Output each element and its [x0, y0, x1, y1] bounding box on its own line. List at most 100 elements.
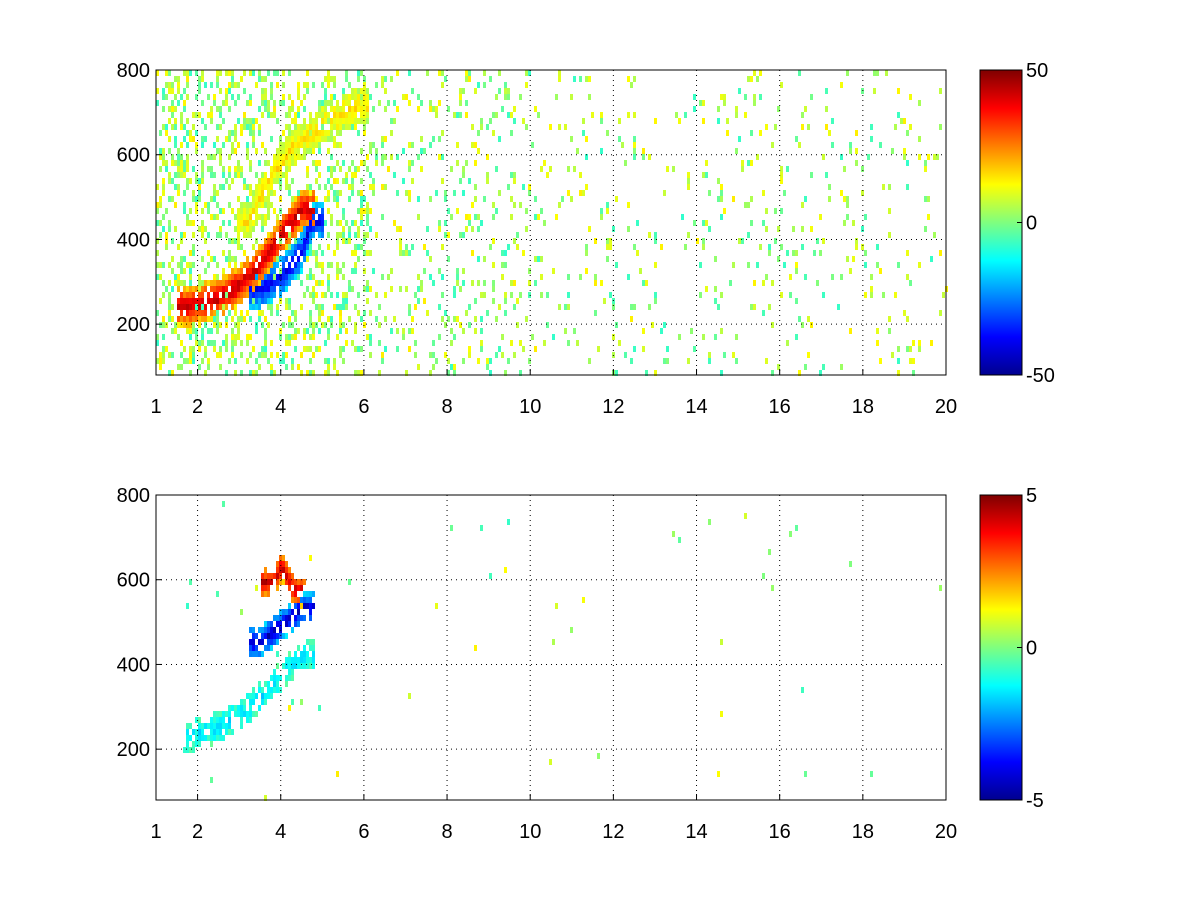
heatmap-cell: [534, 256, 537, 262]
heatmap-cell: [243, 118, 246, 124]
heatmap-cell: [288, 675, 291, 681]
heatmap-cell: [288, 585, 291, 591]
heatmap-cell: [297, 364, 300, 370]
heatmap-cell: [273, 256, 276, 262]
heatmap-cell: [870, 292, 873, 298]
heatmap-cell: [474, 142, 477, 148]
heatmap-cell: [216, 76, 219, 82]
heatmap-cell: [309, 196, 312, 202]
heatmap-cell: [420, 136, 423, 142]
heatmap-cell: [252, 190, 255, 196]
heatmap-cell: [906, 346, 909, 352]
heatmap-cell: [849, 268, 852, 274]
heatmap-cell: [189, 286, 192, 292]
heatmap-cell: [282, 280, 285, 286]
heatmap-cell: [261, 184, 264, 190]
heatmap-cell: [207, 112, 210, 118]
heatmap-cell: [345, 100, 348, 106]
heatmap-cell: [171, 82, 174, 88]
heatmap-cell: [870, 771, 873, 777]
colorbar-tick-label: 50: [1026, 60, 1048, 82]
heatmap-cell: [402, 334, 405, 340]
heatmap-cell: [273, 615, 276, 621]
heatmap-cell: [549, 166, 552, 172]
heatmap-cell: [234, 274, 237, 280]
heatmap-cell: [339, 316, 342, 322]
heatmap-cell: [189, 723, 192, 729]
heatmap-cell: [210, 729, 213, 735]
heatmap-cell: [282, 633, 285, 639]
heatmap-cell: [909, 346, 912, 352]
heatmap-cell: [228, 166, 231, 172]
heatmap-cell: [300, 657, 303, 663]
heatmap-cell: [612, 304, 615, 310]
heatmap-cell: [306, 274, 309, 280]
heatmap-cell: [315, 166, 318, 172]
heatmap-cell: [321, 202, 324, 208]
heatmap-cell: [480, 118, 483, 124]
heatmap-cell: [633, 76, 636, 82]
heatmap-cell: [270, 687, 273, 693]
heatmap-cell: [168, 172, 171, 178]
heatmap-cell: [309, 226, 312, 232]
heatmap-cell: [384, 346, 387, 352]
heatmap-cell: [369, 340, 372, 346]
heatmap-cell: [357, 94, 360, 100]
x-tick-label: 16: [769, 821, 791, 843]
heatmap-cell: [705, 286, 708, 292]
heatmap-cell: [885, 70, 888, 76]
heatmap-cell: [879, 268, 882, 274]
heatmap-cell: [360, 316, 363, 322]
heatmap-cell: [396, 346, 399, 352]
heatmap-cell: [756, 262, 759, 268]
heatmap-cell: [369, 352, 372, 358]
heatmap-cell: [270, 172, 273, 178]
heatmap-cell: [345, 112, 348, 118]
top-axes-frame: [155, 69, 947, 376]
heatmap-cell: [459, 88, 462, 94]
heatmap-cell: [306, 220, 309, 226]
heatmap-cell: [315, 226, 318, 232]
heatmap-cell: [192, 729, 195, 735]
heatmap-cell: [189, 274, 192, 280]
heatmap-cell: [807, 124, 810, 130]
heatmap-cell: [198, 76, 201, 82]
heatmap-cell: [306, 214, 309, 220]
heatmap-cell: [231, 70, 234, 76]
heatmap-cell: [210, 777, 213, 783]
heatmap-cell: [306, 639, 309, 645]
heatmap-cell: [240, 340, 243, 346]
heatmap-cell: [168, 148, 171, 154]
heatmap-cell: [384, 136, 387, 142]
heatmap-cell: [654, 298, 657, 304]
heatmap-cell: [312, 663, 315, 669]
heatmap-cell: [234, 286, 237, 292]
y-tick-label: 800: [117, 60, 150, 82]
heatmap-cell: [702, 220, 705, 226]
heatmap-cell: [237, 316, 240, 322]
heatmap-cell: [294, 196, 297, 202]
heatmap-cell: [210, 280, 213, 286]
heatmap-cell: [456, 274, 459, 280]
heatmap-cell: [246, 220, 249, 226]
heatmap-cell: [282, 567, 285, 573]
heatmap-cell: [327, 112, 330, 118]
heatmap-cell: [273, 633, 276, 639]
heatmap-cell: [417, 154, 420, 160]
heatmap-cell: [276, 220, 279, 226]
heatmap-cell: [255, 82, 258, 88]
heatmap-cell: [276, 250, 279, 256]
heatmap-cell: [474, 328, 477, 334]
heatmap-cell: [501, 262, 504, 268]
heatmap-cell: [720, 292, 723, 298]
heatmap-cell: [201, 340, 204, 346]
heatmap-cell: [207, 735, 210, 741]
heatmap-cell: [303, 136, 306, 142]
heatmap-cell: [213, 292, 216, 298]
heatmap-cell: [198, 717, 201, 723]
heatmap-cell: [720, 639, 723, 645]
heatmap-cell: [363, 94, 366, 100]
heatmap-cell: [459, 178, 462, 184]
heatmap-cell: [939, 585, 942, 591]
heatmap-cell: [309, 639, 312, 645]
